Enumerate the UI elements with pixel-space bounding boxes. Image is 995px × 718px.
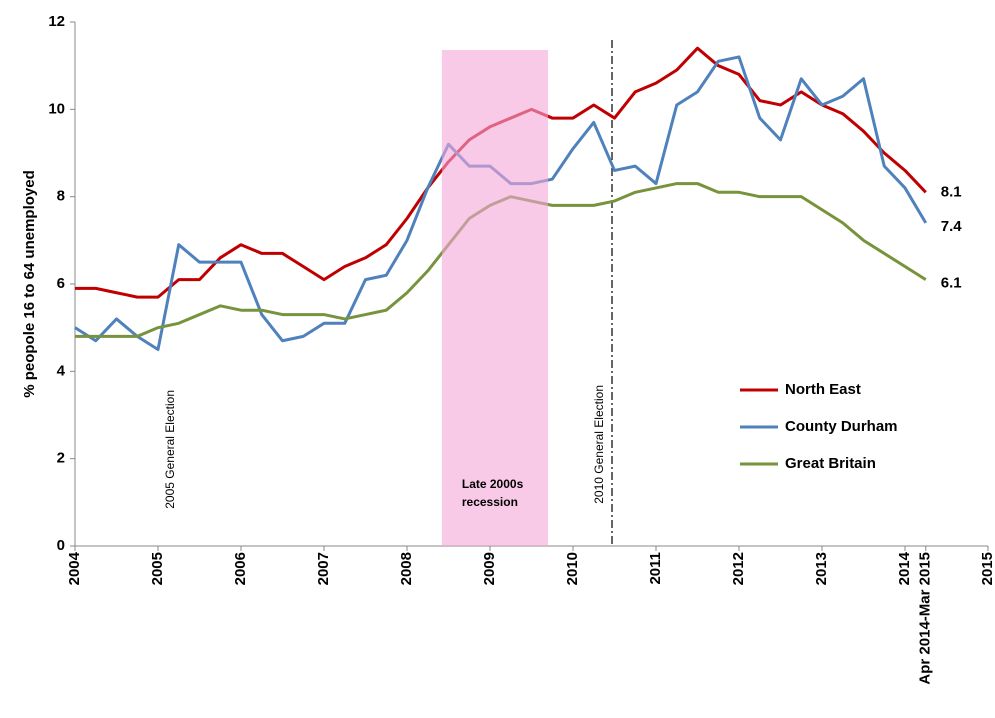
end-label: 8.1 <box>941 183 962 200</box>
y-axis-label: % peopole 16 to 64 unemployed <box>21 170 38 398</box>
x-tick-label: 2015 <box>979 552 995 585</box>
end-label: 6.1 <box>941 275 962 292</box>
y-tick-label: 8 <box>57 188 65 205</box>
x-tick-label: 2006 <box>232 552 249 585</box>
x-tick-label: 2008 <box>398 552 415 585</box>
event-label: 2005 General Election <box>163 390 177 509</box>
end-label: 7.4 <box>941 218 963 235</box>
x-tick-label: 2012 <box>730 552 747 585</box>
shaded-period <box>441 50 549 546</box>
y-tick-label: 0 <box>57 537 65 554</box>
event-label: 2010 General Election <box>592 385 606 504</box>
x-tick-label: 2005 <box>149 552 166 585</box>
x-tick-label: 2009 <box>481 552 498 585</box>
shaded-label: Late 2000s <box>462 477 524 491</box>
x-tick-label: 2010 <box>564 552 581 585</box>
shaded-label: recession <box>462 495 518 509</box>
x-tick-label: 2004 <box>66 551 83 585</box>
y-tick-label: 12 <box>48 13 65 30</box>
x-tick-label: 2011 <box>647 552 664 585</box>
x-tick-label: 2014 <box>896 551 913 585</box>
y-tick-label: 2 <box>57 450 65 467</box>
x-tick-label: 2013 <box>813 552 830 585</box>
x-tick-label: Apr 2014-Mar 2015 <box>917 552 934 685</box>
legend-label: Great Britain <box>785 455 876 472</box>
legend-label: County Durham <box>785 418 898 435</box>
y-tick-label: 10 <box>48 100 65 117</box>
x-tick-label: 2007 <box>315 552 332 585</box>
legend-label: North East <box>785 381 861 398</box>
y-tick-label: 4 <box>57 362 66 379</box>
y-tick-label: 6 <box>57 275 65 292</box>
